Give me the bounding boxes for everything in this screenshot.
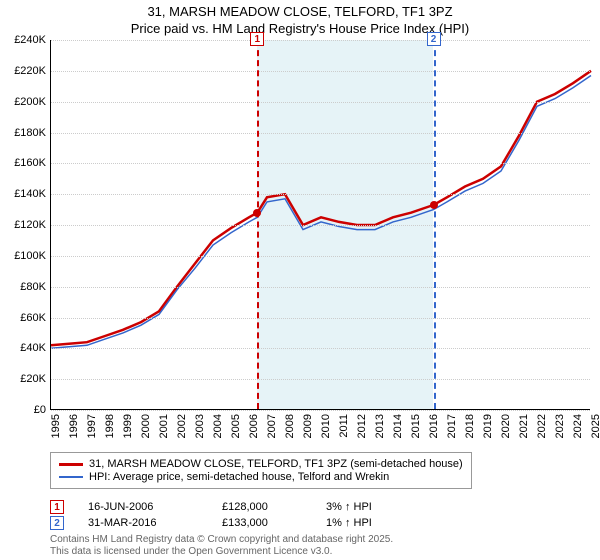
x-tick-label: 2003 [194,414,206,438]
x-tick-label: 2007 [266,414,278,438]
legend-label: HPI: Average price, semi-detached house,… [89,471,389,483]
x-tick-label: 2000 [140,414,152,438]
grid-line [51,133,590,134]
sale-price: £133,000 [222,517,302,529]
x-tick-label: 2013 [374,414,386,438]
x-tick-label: 2010 [320,414,332,438]
legend-swatch [59,476,83,478]
grid-line [51,225,590,226]
grid-line [51,379,590,380]
series-line [51,71,591,346]
grid-line [51,318,590,319]
x-tick-label: 2021 [518,414,530,438]
x-tick-label: 2024 [572,414,584,438]
grid-line [51,194,590,195]
sale-point [253,209,261,217]
sale-marker-box: 1 [250,32,264,46]
legend-item: 31, MARSH MEADOW CLOSE, TELFORD, TF1 3PZ… [59,458,463,470]
y-tick-label: £80K [20,281,46,293]
legend-swatch [59,463,83,466]
sale-marker: 1 [50,500,64,514]
y-tick-label: £200K [14,96,46,108]
legend: 31, MARSH MEADOW CLOSE, TELFORD, TF1 3PZ… [50,452,590,489]
x-tick-label: 1998 [104,414,116,438]
y-tick-label: £180K [14,127,46,139]
series-line [51,76,591,349]
chart-title: 31, MARSH MEADOW CLOSE, TELFORD, TF1 3PZ… [0,0,600,40]
x-tick-label: 2014 [392,414,404,438]
x-tick-label: 2004 [212,414,224,438]
x-tick-label: 2016 [428,414,440,438]
x-tick-label: 2025 [590,414,600,438]
grid-line [51,102,590,103]
y-tick-label: £140K [14,188,46,200]
x-tick-label: 2012 [356,414,368,438]
sale-row: 1 16-JUN-2006 £128,000 3% ↑ HPI [50,500,590,514]
x-tick-label: 2011 [338,414,350,438]
sale-hpi: 1% ↑ HPI [326,517,372,529]
sale-vline [434,40,436,409]
x-tick-label: 2023 [554,414,566,438]
grid-line [51,287,590,288]
y-tick-label: £240K [14,34,46,46]
footnote: Contains HM Land Registry data © Crown c… [50,534,393,558]
plot-area: 12 [50,40,590,410]
x-tick-label: 1997 [86,414,98,438]
x-tick-label: 2018 [464,414,476,438]
x-tick-label: 2020 [500,414,512,438]
sale-hpi: 3% ↑ HPI [326,501,372,513]
sale-date: 31-MAR-2016 [88,517,198,529]
grid-line [51,71,590,72]
y-tick-label: £100K [14,250,46,262]
chart-container: 31, MARSH MEADOW CLOSE, TELFORD, TF1 3PZ… [0,0,600,560]
x-tick-label: 1996 [68,414,80,438]
x-tick-label: 2022 [536,414,548,438]
x-tick-label: 2006 [248,414,260,438]
x-tick-label: 2009 [302,414,314,438]
y-tick-label: £20K [20,373,46,385]
y-tick-label: £120K [14,219,46,231]
legend-item: HPI: Average price, semi-detached house,… [59,471,463,483]
sale-marker: 2 [50,516,64,530]
x-tick-label: 2017 [446,414,458,438]
sale-marker-box: 2 [427,32,441,46]
grid-line [51,256,590,257]
x-tick-label: 2015 [410,414,422,438]
y-tick-label: £60K [20,312,46,324]
footnote-line-1: Contains HM Land Registry data © Crown c… [50,534,393,546]
sale-date: 16-JUN-2006 [88,501,198,513]
legend-label: 31, MARSH MEADOW CLOSE, TELFORD, TF1 3PZ… [89,458,463,470]
x-tick-label: 1999 [122,414,134,438]
y-tick-label: £160K [14,157,46,169]
footnote-line-2: This data is licensed under the Open Gov… [50,546,393,558]
y-tick-label: £220K [14,65,46,77]
x-tick-label: 1995 [50,414,62,438]
y-axis: £0£20K£40K£60K£80K£100K£120K£140K£160K£1… [0,40,50,410]
x-tick-label: 2005 [230,414,242,438]
x-tick-label: 2002 [176,414,188,438]
x-tick-label: 2008 [284,414,296,438]
title-line-2: Price paid vs. HM Land Registry's House … [0,21,600,38]
title-line-1: 31, MARSH MEADOW CLOSE, TELFORD, TF1 3PZ [0,4,600,21]
sale-row: 2 31-MAR-2016 £133,000 1% ↑ HPI [50,516,590,530]
sale-price: £128,000 [222,501,302,513]
y-tick-label: £40K [20,342,46,354]
sale-point [430,201,438,209]
y-tick-label: £0 [34,404,46,416]
grid-line [51,163,590,164]
sales-table: 1 16-JUN-2006 £128,000 3% ↑ HPI 2 31-MAR-2016… [50,498,590,532]
x-axis: 1995 1996 1997 1998 1999 2000 2001 2002 2003 2004… [50,410,590,450]
x-tick-label: 2001 [158,414,170,438]
x-tick-label: 2019 [482,414,494,438]
grid-line [51,348,590,349]
sale-vline [257,40,259,409]
legend-box: 31, MARSH MEADOW CLOSE, TELFORD, TF1 3PZ… [50,452,472,489]
grid-line [51,40,590,41]
